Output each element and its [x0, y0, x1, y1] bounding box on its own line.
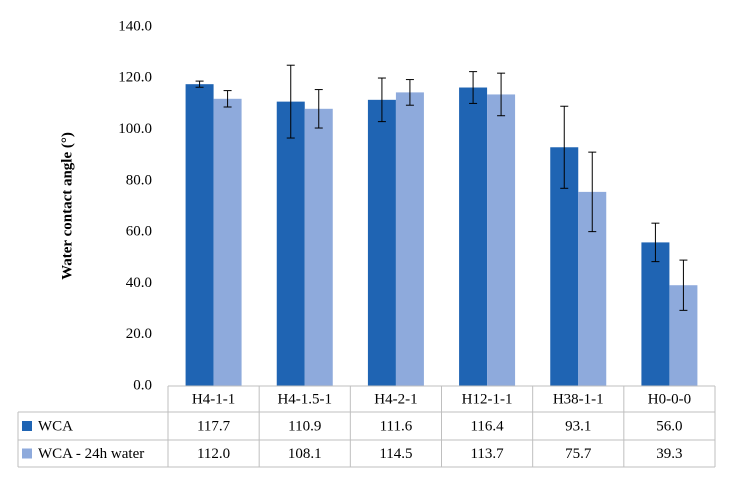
- x-tick-label: H38-1-1: [553, 391, 604, 407]
- x-tick-label: H12-1-1: [462, 391, 513, 407]
- error-bar: [560, 105, 569, 189]
- error-bar: [679, 259, 688, 311]
- table-value: 75.7: [565, 446, 592, 462]
- y-tick-label: 80.0: [126, 172, 152, 188]
- bar: [395, 92, 424, 386]
- table-value: 56.0: [656, 418, 682, 434]
- error-bar: [469, 71, 478, 104]
- table-value: 113.7: [470, 446, 504, 462]
- error-bar: [377, 77, 386, 123]
- error-bar: [588, 151, 597, 233]
- y-tick-label: 100.0: [118, 121, 152, 137]
- table-value: 39.3: [656, 446, 682, 462]
- bar: [641, 242, 670, 386]
- legend-label: WCA - 24h water: [38, 446, 144, 462]
- x-tick-label: H4-1.5-1: [277, 391, 332, 407]
- error-bar: [286, 64, 295, 139]
- table-value: 111.6: [380, 418, 413, 434]
- y-tick-label: 20.0: [126, 326, 152, 342]
- legend-label: WCA: [38, 418, 73, 434]
- y-tick-label: 140.0: [118, 18, 152, 34]
- legend-swatch: [22, 421, 32, 431]
- bar: [185, 84, 214, 387]
- y-tick-label: 0.0: [133, 377, 152, 393]
- y-tick-label: 60.0: [126, 224, 152, 240]
- table-value: 117.7: [197, 418, 231, 434]
- legend-swatch: [22, 448, 32, 459]
- bar: [213, 98, 242, 387]
- error-bar: [405, 79, 414, 106]
- error-bar: [223, 90, 232, 108]
- x-tick-label: H4-1-1: [192, 391, 235, 407]
- table-value: 110.9: [288, 418, 321, 434]
- bar: [367, 99, 396, 386]
- error-bar: [497, 72, 506, 117]
- table-value: 93.1: [565, 418, 591, 434]
- y-tick-label: 120.0: [118, 70, 152, 86]
- table-value: 114.5: [379, 446, 412, 462]
- table-value: 116.4: [470, 418, 504, 434]
- bar: [459, 87, 488, 386]
- y-axis-label: Water contact angle (°): [59, 132, 75, 280]
- error-bar: [195, 80, 204, 88]
- bar: [487, 94, 516, 387]
- bar: [276, 101, 305, 386]
- error-bar: [651, 222, 660, 263]
- x-tick-label: H4-2-1: [374, 391, 417, 407]
- table-value: 112.0: [197, 446, 230, 462]
- y-tick-label: 40.0: [126, 275, 152, 291]
- x-tick-label: H0-0-0: [648, 391, 691, 407]
- table-value: 108.1: [288, 446, 322, 462]
- error-bar: [314, 89, 323, 129]
- bar: [304, 108, 333, 386]
